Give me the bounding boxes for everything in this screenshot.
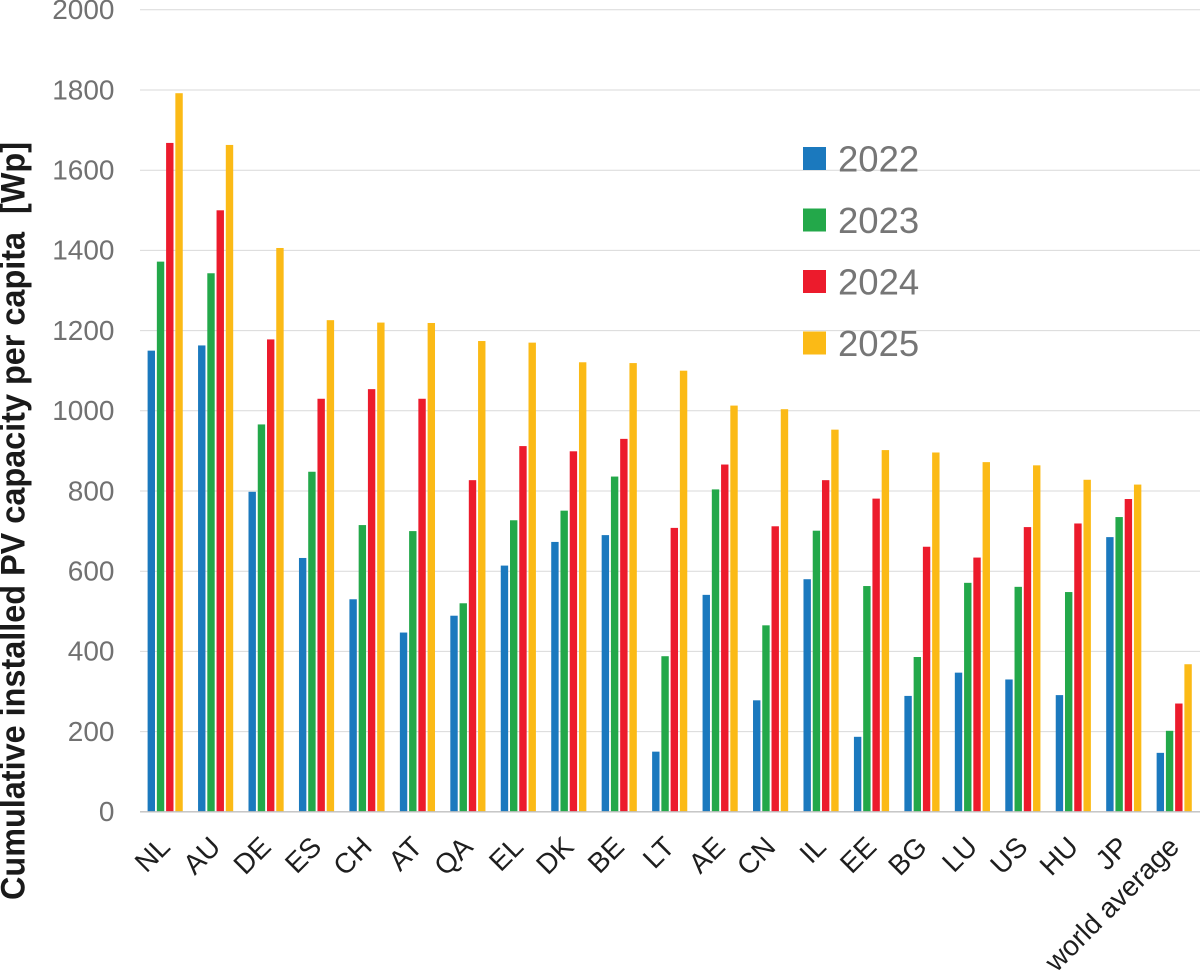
svg-text:2024: 2024 bbox=[838, 261, 919, 302]
svg-text:1200: 1200 bbox=[52, 315, 114, 346]
svg-text:800: 800 bbox=[68, 475, 115, 506]
svg-text:400: 400 bbox=[68, 636, 115, 667]
svg-text:2022: 2022 bbox=[838, 138, 919, 179]
svg-text:1000: 1000 bbox=[52, 395, 114, 426]
svg-text:0: 0 bbox=[99, 796, 115, 827]
svg-text:2000: 2000 bbox=[52, 0, 114, 25]
svg-text:200: 200 bbox=[68, 716, 115, 747]
svg-text:1400: 1400 bbox=[52, 235, 114, 266]
svg-text:2025: 2025 bbox=[838, 323, 919, 364]
svg-text:Cumulative installed PV capaci: Cumulative installed PV capacity per cap… bbox=[0, 142, 33, 900]
svg-text:2023: 2023 bbox=[838, 200, 919, 241]
svg-text:1600: 1600 bbox=[52, 155, 114, 186]
svg-text:1800: 1800 bbox=[52, 74, 114, 105]
svg-text:600: 600 bbox=[68, 556, 115, 587]
